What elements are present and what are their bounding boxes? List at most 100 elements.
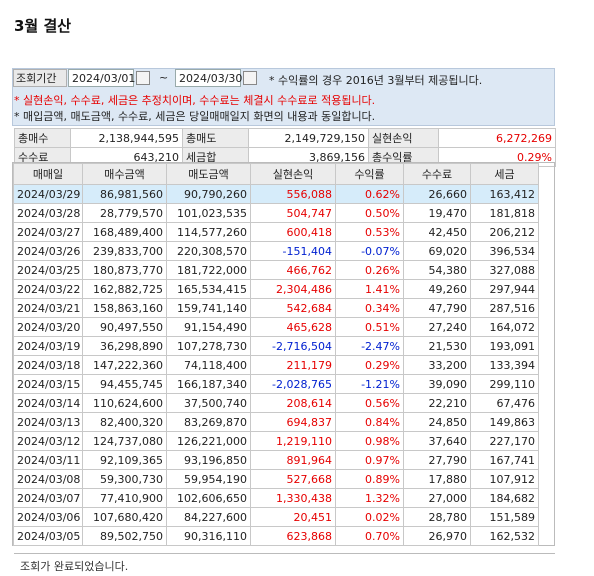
trade-row[interactable]: 2024/03/11 92,109,365 93,196,850 891,964 0.9… bbox=[13, 450, 539, 470]
cell: -2,028,765 bbox=[250, 374, 336, 394]
cell: 107,278,730 bbox=[166, 336, 251, 356]
cell: 74,118,400 bbox=[166, 355, 251, 375]
cell: 67,476 bbox=[470, 393, 539, 413]
cell: 27,790 bbox=[403, 450, 471, 470]
cell: 94,455,745 bbox=[82, 374, 167, 394]
trade-row[interactable]: 2024/03/13 82,400,320 83,269,870 694,837 0.8… bbox=[13, 412, 539, 432]
cell: 27,000 bbox=[403, 488, 471, 508]
trade-row[interactable]: 2024/03/05 89,502,750 90,316,110 623,868 0.7… bbox=[13, 526, 539, 546]
cell: 466,762 bbox=[250, 260, 336, 280]
calendar-button[interactable] bbox=[136, 71, 150, 85]
cell: 90,497,550 bbox=[82, 317, 167, 337]
summary-label: 총매수 bbox=[14, 128, 71, 148]
cell: 92,109,365 bbox=[82, 450, 167, 470]
trade-row[interactable]: 2024/03/21 158,863,160 159,741,140 542,684 0… bbox=[13, 298, 539, 318]
cell: 2024/03/22 bbox=[13, 279, 83, 299]
cell: 208,614 bbox=[250, 393, 336, 413]
cell: 2024/03/13 bbox=[13, 412, 83, 432]
cell: 0.53% bbox=[335, 222, 404, 242]
cell: 39,090 bbox=[403, 374, 471, 394]
cell: 600,418 bbox=[250, 222, 336, 242]
cell: 69,020 bbox=[403, 241, 471, 261]
trade-row[interactable]: 2024/03/18 147,222,360 74,118,400 211,179 0.… bbox=[13, 355, 539, 375]
column-header: 실현손익 bbox=[250, 163, 336, 185]
cell: -0.07% bbox=[335, 241, 404, 261]
cell: 0.56% bbox=[335, 393, 404, 413]
trade-row[interactable]: 2024/03/07 77,410,900 102,606,650 1,330,438… bbox=[13, 488, 539, 508]
cell: 2024/03/11 bbox=[13, 450, 83, 470]
cell: 0.34% bbox=[335, 298, 404, 318]
cell: 84,227,600 bbox=[166, 507, 251, 527]
cell: 327,088 bbox=[470, 260, 539, 280]
trade-row[interactable]: 2024/03/06 107,680,420 84,227,600 20,451 0.0… bbox=[13, 507, 539, 527]
page-title: 3월 결산 bbox=[14, 17, 72, 35]
cell: 162,882,725 bbox=[82, 279, 167, 299]
cell: 49,260 bbox=[403, 279, 471, 299]
column-header: 매도금액 bbox=[166, 163, 251, 185]
cell: 27,240 bbox=[403, 317, 471, 337]
cell: 86,981,560 bbox=[82, 184, 167, 204]
cell: 0.02% bbox=[335, 507, 404, 527]
cell: 107,680,420 bbox=[82, 507, 167, 527]
trade-row[interactable]: 2024/03/08 59,300,730 59,954,190 527,668 0.8… bbox=[13, 469, 539, 489]
cell: 147,222,360 bbox=[82, 355, 167, 375]
cell: -2.47% bbox=[335, 336, 404, 356]
summary-value: 2,138,944,595 bbox=[70, 128, 183, 148]
end-date[interactable]: 2024/03/30 bbox=[175, 69, 242, 87]
cell: 0.50% bbox=[335, 203, 404, 223]
cell: 1.32% bbox=[335, 488, 404, 508]
trade-row[interactable]: 2024/03/20 90,497,550 91,154,490 465,628 0.5… bbox=[13, 317, 539, 337]
cell: 2024/03/14 bbox=[13, 393, 83, 413]
trade-row[interactable]: 2024/03/15 94,455,745 166,187,340 -2,028,76… bbox=[13, 374, 539, 394]
summary-value: 6,272,269 bbox=[438, 128, 556, 148]
trade-row[interactable]: 2024/03/26 239,833,700 220,308,570 -151,404… bbox=[13, 241, 539, 261]
trade-row[interactable]: 2024/03/19 36,298,890 107,278,730 -2,716,50… bbox=[13, 336, 539, 356]
cell: 1,330,438 bbox=[250, 488, 336, 508]
start-date[interactable]: 2024/03/01 bbox=[68, 69, 135, 87]
cell: -1.21% bbox=[335, 374, 404, 394]
cell: 91,154,490 bbox=[166, 317, 251, 337]
cell: 37,500,740 bbox=[166, 393, 251, 413]
cell: 193,091 bbox=[470, 336, 539, 356]
trade-row[interactable]: 2024/03/14 110,624,600 37,500,740 208,614 0.… bbox=[13, 393, 539, 413]
trade-row[interactable]: 2024/03/25 180,873,770 181,722,000 466,762 0… bbox=[13, 260, 539, 280]
cell: 17,880 bbox=[403, 469, 471, 489]
cell: 623,868 bbox=[250, 526, 336, 546]
column-header: 수수료 bbox=[403, 163, 471, 185]
cell: 227,170 bbox=[470, 431, 539, 451]
cell: 2024/03/27 bbox=[13, 222, 83, 242]
cell: 83,269,870 bbox=[166, 412, 251, 432]
cell: 158,863,160 bbox=[82, 298, 167, 318]
cell: 2024/03/06 bbox=[13, 507, 83, 527]
cell: 0.51% bbox=[335, 317, 404, 337]
calendar-button[interactable] bbox=[243, 71, 257, 85]
trade-row[interactable]: 2024/03/12 124,737,080 126,221,000 1,219,11… bbox=[13, 431, 539, 451]
cell: 164,072 bbox=[470, 317, 539, 337]
cell: 694,837 bbox=[250, 412, 336, 432]
cell: 33,200 bbox=[403, 355, 471, 375]
column-header: 수익률 bbox=[335, 163, 404, 185]
cell: 163,412 bbox=[470, 184, 539, 204]
cell: 0.98% bbox=[335, 431, 404, 451]
cell: 1.41% bbox=[335, 279, 404, 299]
summary-table: 총매수 2,138,944,595 총매도 2,149,729,150 실현손익 6,27… bbox=[14, 128, 556, 167]
cell: 36,298,890 bbox=[82, 336, 167, 356]
cell: -2,716,504 bbox=[250, 336, 336, 356]
column-header: 매수금액 bbox=[82, 163, 167, 185]
status-bar: 조회가 완료되었습니다. bbox=[14, 553, 555, 576]
cell: 37,640 bbox=[403, 431, 471, 451]
cell: 110,624,600 bbox=[82, 393, 167, 413]
cell: 22,210 bbox=[403, 393, 471, 413]
cell: 0.97% bbox=[335, 450, 404, 470]
cell: 2024/03/28 bbox=[13, 203, 83, 223]
trade-row[interactable]: 2024/03/28 28,779,570 101,023,535 504,747 0.… bbox=[13, 203, 539, 223]
trade-row[interactable]: 2024/03/22 162,882,725 165,534,415 2,304,48… bbox=[13, 279, 539, 299]
trade-row[interactable]: 2024/03/27 168,489,400 114,577,260 600,418 0… bbox=[13, 222, 539, 242]
cell: 2024/03/19 bbox=[13, 336, 83, 356]
trade-row[interactable]: 2024/03/29 86,981,560 90,790,260 556,088 0.6… bbox=[13, 184, 539, 204]
cell: 287,516 bbox=[470, 298, 539, 318]
note: * 매입금액, 매도금액, 수수료, 세금은 당일매매일지 화면의 내용과 동일… bbox=[14, 110, 376, 123]
cell: 89,502,750 bbox=[82, 526, 167, 546]
summary-row: 총매수 2,138,944,595 총매도 2,149,729,150 실현손익 6,27… bbox=[14, 128, 556, 148]
cell: -151,404 bbox=[250, 241, 336, 261]
